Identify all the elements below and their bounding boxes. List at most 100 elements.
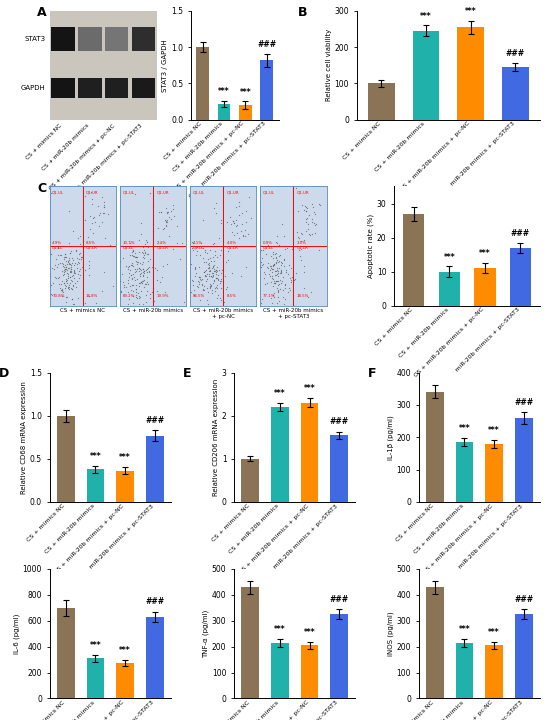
Text: ###: ### (506, 49, 525, 58)
Point (209, 251, 218, 263)
Point (67, 274, 76, 285)
Text: 2.4%: 2.4% (156, 241, 166, 246)
Point (88, 193, 96, 204)
Bar (78, 78, 101, 98)
Point (47, 289, 56, 300)
Point (272, 265, 281, 276)
Point (72, 245, 80, 256)
Point (78, 269, 87, 281)
Point (126, 238, 134, 249)
Point (311, 219, 320, 230)
Point (260, 272, 268, 284)
Point (275, 279, 284, 290)
Point (304, 223, 312, 235)
Point (75, 264, 84, 275)
Point (215, 233, 224, 244)
Point (239, 230, 247, 242)
Point (67, 252, 76, 264)
Point (66, 248, 75, 259)
Point (52, 253, 61, 264)
Point (75, 230, 84, 242)
Point (275, 240, 284, 251)
Text: Q1-LL: Q1-LL (263, 246, 274, 250)
Point (64, 256, 73, 268)
Point (307, 213, 316, 225)
Bar (485, 645, 503, 698)
Point (261, 268, 269, 279)
Bar (87, 469, 104, 502)
Point (297, 228, 306, 239)
Point (197, 275, 206, 287)
Point (198, 252, 207, 264)
Point (135, 278, 144, 289)
Point (274, 256, 283, 267)
Point (95, 207, 104, 219)
Point (311, 208, 320, 220)
Point (72, 263, 81, 274)
Text: CS + miR-20b mimics: CS + miR-20b mimics (41, 123, 90, 172)
Point (268, 246, 277, 258)
Point (233, 228, 241, 239)
Point (262, 277, 271, 289)
Point (274, 285, 283, 297)
Point (279, 230, 288, 242)
Point (162, 203, 171, 215)
Point (241, 205, 250, 217)
Point (228, 215, 237, 227)
Point (61, 263, 69, 274)
Point (278, 258, 287, 269)
Point (300, 204, 309, 216)
Point (100, 266, 109, 278)
Point (201, 271, 210, 282)
Point (210, 283, 219, 294)
Point (215, 249, 224, 261)
Point (57, 275, 66, 287)
Point (309, 201, 317, 212)
Point (257, 259, 266, 271)
Text: CS + mimics NC: CS + mimics NC (25, 123, 63, 161)
Point (136, 264, 145, 276)
Y-axis label: Relative CD68 mRNA expression: Relative CD68 mRNA expression (21, 381, 27, 494)
Point (266, 263, 275, 274)
Bar (77, 11, 103, 120)
Point (139, 266, 148, 277)
Point (245, 192, 254, 203)
Point (139, 264, 148, 275)
Point (63, 273, 72, 284)
Point (243, 228, 252, 240)
Point (269, 280, 278, 292)
Point (132, 279, 141, 291)
Point (196, 249, 204, 261)
Point (209, 275, 218, 287)
Point (280, 240, 289, 251)
Text: Q1-LL: Q1-LL (52, 246, 63, 250)
Point (133, 292, 142, 304)
Point (68, 271, 77, 282)
Point (62, 297, 71, 308)
Point (62, 292, 71, 303)
Point (291, 182, 300, 194)
Point (68, 269, 77, 281)
Point (92, 297, 101, 309)
Point (263, 263, 272, 274)
Point (79, 258, 88, 269)
Point (65, 257, 74, 269)
Point (301, 205, 310, 217)
Point (66, 277, 74, 289)
Point (190, 261, 199, 273)
Point (66, 247, 74, 258)
Point (57, 284, 66, 295)
Point (217, 215, 225, 226)
Bar (474, 268, 495, 305)
Point (127, 273, 136, 284)
Point (63, 282, 72, 293)
Point (210, 250, 219, 261)
Point (70, 267, 79, 279)
Point (141, 238, 150, 250)
Point (273, 230, 282, 242)
Point (205, 252, 214, 264)
Point (135, 246, 144, 258)
Point (139, 267, 148, 279)
Text: A: A (37, 6, 46, 19)
Point (217, 217, 226, 228)
